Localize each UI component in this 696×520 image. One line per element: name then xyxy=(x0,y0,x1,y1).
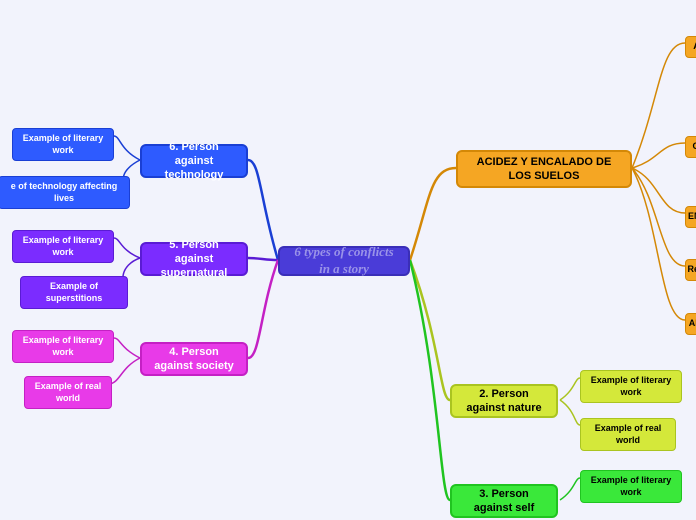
magenta-child-2[interactable]: Example of real world xyxy=(24,376,112,409)
branch-magenta[interactable]: 4. Person against society xyxy=(140,342,248,376)
branch-green[interactable]: 3. Person against self xyxy=(450,484,558,518)
green-child-1[interactable]: Example of literary work xyxy=(580,470,682,503)
orange-child-2[interactable]: CLASIFI xyxy=(685,136,696,158)
branch-yellowgreen[interactable]: 2. Person against nature xyxy=(450,384,558,418)
central-node[interactable]: 6 types of conflicts in a story xyxy=(278,246,410,276)
blue-child-2[interactable]: e of technology affecting lives xyxy=(0,176,130,209)
purple-child-2[interactable]: Example of superstitions xyxy=(20,276,128,309)
magenta-child-1[interactable]: Example of literary work xyxy=(12,330,114,363)
yellowgreen-child-1[interactable]: Example of literary work xyxy=(580,370,682,403)
yellowgreen-child-2[interactable]: Example of real world xyxy=(580,418,676,451)
orange-child-3[interactable]: ENCALAD xyxy=(685,206,696,228)
orange-child-1[interactable]: ACIDEZ xyxy=(685,36,696,58)
orange-child-4[interactable]: Reaccione xyxy=(685,259,696,281)
orange-child-5[interactable]: APLICACI xyxy=(685,313,696,335)
branch-purple[interactable]: 5. Person against supernatural xyxy=(140,242,248,276)
blue-child-1[interactable]: Example of literary work xyxy=(12,128,114,161)
branch-orange[interactable]: ACIDEZ Y ENCALADO DE LOS SUELOS xyxy=(456,150,632,188)
purple-child-1[interactable]: Example of literary work xyxy=(12,230,114,263)
branch-blue[interactable]: 6. Person against technology xyxy=(140,144,248,178)
